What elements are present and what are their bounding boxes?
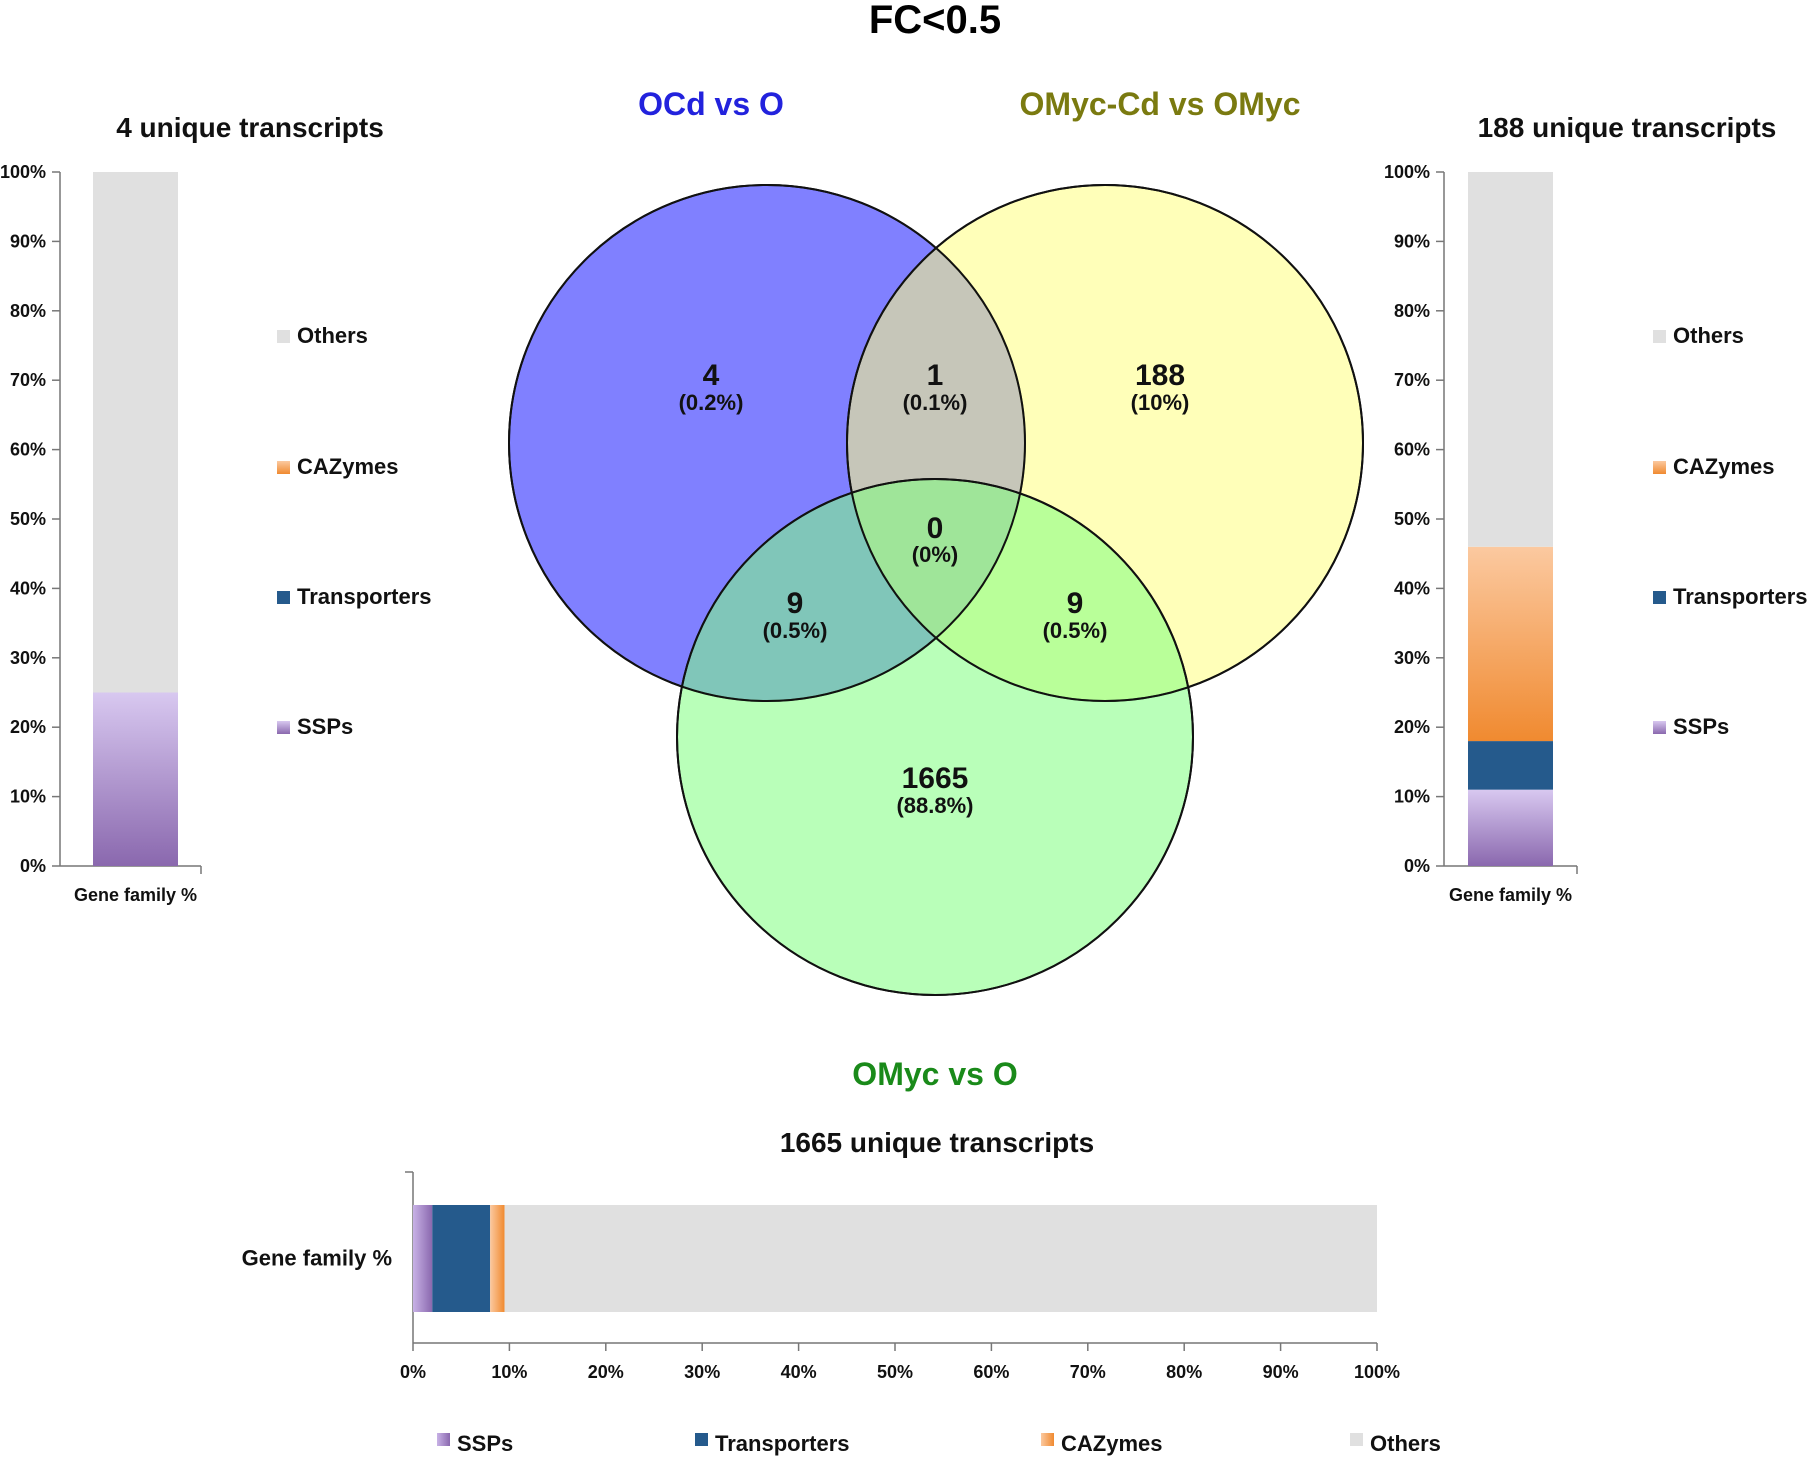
chart-right-bar-ssps <box>1468 789 1553 866</box>
venn-diagram: OCd vs O OMyc-Cd vs OMyc OMyc vs O 4 (0.… <box>508 86 1364 1092</box>
chart-right-bar-transporters <box>1468 741 1553 790</box>
chart-right-bar-others <box>1468 172 1553 547</box>
venn-outline-b <box>846 184 1364 702</box>
figure-title: FC<0.5 <box>869 0 1001 42</box>
chart-right-y-tick-label: 70% <box>1394 370 1430 390</box>
chart-right-y-tick-label: 60% <box>1394 440 1430 460</box>
chart-right-y-tick-label: 100% <box>1384 162 1430 182</box>
bar-chart-bottom: 1665 unique transcripts 0% 10% 20% 30% 40% 50… <box>242 1127 1441 1456</box>
chart-left-legend-swatch-cazymes <box>277 461 290 474</box>
chart-left-y-tick-label: 50% <box>10 509 46 529</box>
chart-bottom-bar-ssps <box>413 1205 433 1312</box>
chart-bottom-x-tick-label: 30% <box>684 1362 720 1382</box>
chart-left-y-tick-label: 90% <box>10 231 46 251</box>
chart-right-legend-swatch-others <box>1653 330 1666 343</box>
chart-left-category-label: Gene family % <box>74 885 197 905</box>
venn-region-c-only-count: 1665 <box>902 762 969 795</box>
venn-set-label-c: OMyc vs O <box>852 1056 1017 1092</box>
chart-bottom-x-tick-label: 90% <box>1263 1362 1299 1382</box>
chart-left-legend-label-ssps: SSPs <box>297 714 353 739</box>
chart-left-y-tick-label: 20% <box>10 717 46 737</box>
chart-right-y-tick-label: 50% <box>1394 509 1430 529</box>
venn-region-b-only-pct: (10%) <box>1131 390 1190 415</box>
chart-right-y-tick-label: 0% <box>1404 856 1430 876</box>
chart-bottom-bar-others <box>504 1205 1378 1312</box>
chart-right-legend-label-transporters: Transporters <box>1673 584 1807 609</box>
chart-right-bar-cazymes <box>1468 546 1553 742</box>
chart-left-legend-label-transporters: Transporters <box>297 584 432 609</box>
venn-region-abc-pct: (0%) <box>912 542 958 567</box>
venn-region-a-only-pct: (0.2%) <box>679 390 744 415</box>
chart-bottom-legend-label-transporters: Transporters <box>715 1431 850 1456</box>
chart-left-y-tick-label: 80% <box>10 301 46 321</box>
chart-bottom-x-tick-label: 100% <box>1354 1362 1400 1382</box>
chart-bottom-x-tick-label: 10% <box>491 1362 527 1382</box>
chart-bottom-legend-label-ssps: SSPs <box>457 1431 513 1456</box>
chart-right-y-tick-label: 10% <box>1394 787 1430 807</box>
chart-left-y-tick-label: 60% <box>10 440 46 460</box>
chart-bottom-x-tick-label: 0% <box>400 1362 426 1382</box>
chart-left-legend-label-others: Others <box>297 323 368 348</box>
chart-right-y-tick-label: 20% <box>1394 717 1430 737</box>
chart-left-y-tick-label: 0% <box>20 856 46 876</box>
chart-right-y-tick-label: 40% <box>1394 578 1430 598</box>
chart-bottom-x-tick-label: 50% <box>877 1362 913 1382</box>
venn-region-b-only-count: 188 <box>1135 359 1185 392</box>
chart-bottom-legend-label-others: Others <box>1370 1431 1441 1456</box>
chart-right-legend-swatch-ssps <box>1653 721 1666 734</box>
chart-bottom-legend-swatch-ssps <box>437 1433 450 1446</box>
venn-region-ab-count: 1 <box>927 359 944 392</box>
chart-bottom-bar-transporters <box>432 1205 491 1312</box>
chart-bottom-x-tick-label: 40% <box>781 1362 817 1382</box>
venn-region-bc-count: 9 <box>1067 587 1084 620</box>
chart-left-title: 4 unique transcripts <box>116 112 384 143</box>
bar-chart-left: 4 unique transcripts 0% 10% 20% 30% 40% 50% 60… <box>0 112 432 905</box>
chart-left-y-tick-label: 40% <box>10 578 46 598</box>
chart-bottom-legend-swatch-cazymes <box>1041 1433 1054 1446</box>
chart-left-y-tick-label: 70% <box>10 370 46 390</box>
venn-set-label-a: OCd vs O <box>638 86 784 122</box>
chart-bottom-legend-swatch-transporters <box>695 1433 708 1446</box>
chart-right-legend-label-others: Others <box>1673 323 1744 348</box>
chart-left-y-tick-label: 100% <box>0 162 46 182</box>
venn-outline-c <box>676 478 1194 996</box>
venn-region-ac-count: 9 <box>787 587 804 620</box>
chart-bottom-bar-cazymes <box>490 1205 505 1312</box>
venn-outline-a <box>508 184 1026 702</box>
chart-right-legend-label-ssps: SSPs <box>1673 714 1729 739</box>
chart-right-legend-swatch-transporters <box>1653 591 1666 604</box>
chart-bottom-title: 1665 unique transcripts <box>780 1127 1094 1158</box>
chart-bottom-legend-swatch-others <box>1350 1433 1363 1446</box>
chart-right-legend-label-cazymes: CAZymes <box>1673 454 1774 479</box>
chart-bottom-x-tick-label: 20% <box>588 1362 624 1382</box>
venn-set-label-b: OMyc-Cd vs OMyc <box>1020 86 1301 122</box>
chart-right-legend-swatch-cazymes <box>1653 461 1666 474</box>
chart-left-legend-swatch-transporters <box>277 591 290 604</box>
venn-region-ac-pct: (0.5%) <box>763 618 828 643</box>
venn-region-bc-pct: (0.5%) <box>1043 618 1108 643</box>
chart-right-y-tick-label: 30% <box>1394 648 1430 668</box>
venn-region-c-only-pct: (88.8%) <box>896 793 973 818</box>
chart-right-y-tick-label: 80% <box>1394 301 1430 321</box>
chart-left-legend-swatch-ssps <box>277 721 290 734</box>
chart-right-title: 188 unique transcripts <box>1478 112 1777 143</box>
chart-left-legend-label-cazymes: CAZymes <box>297 454 398 479</box>
venn-region-a-only-count: 4 <box>703 359 720 392</box>
chart-left-bar-ssps <box>93 692 178 866</box>
venn-region-abc-count: 0 <box>927 512 944 545</box>
venn-region-ab-pct: (0.1%) <box>903 390 968 415</box>
chart-left-y-tick-label: 30% <box>10 648 46 668</box>
chart-bottom-category-label: Gene family % <box>242 1246 392 1271</box>
chart-left-bar-others <box>93 172 178 693</box>
chart-bottom-legend-label-cazymes: CAZymes <box>1061 1431 1162 1456</box>
chart-left-legend-swatch-others <box>277 330 290 343</box>
chart-right-y-tick-label: 90% <box>1394 231 1430 251</box>
chart-bottom-x-tick-label: 60% <box>973 1362 1009 1382</box>
bar-chart-right: 188 unique transcripts 0% 10% 20% 30% 40% 50%… <box>1384 112 1807 905</box>
chart-bottom-x-tick-label: 80% <box>1166 1362 1202 1382</box>
chart-right-category-label: Gene family % <box>1449 885 1572 905</box>
chart-bottom-x-tick-label: 70% <box>1070 1362 1106 1382</box>
chart-left-y-tick-label: 10% <box>10 787 46 807</box>
